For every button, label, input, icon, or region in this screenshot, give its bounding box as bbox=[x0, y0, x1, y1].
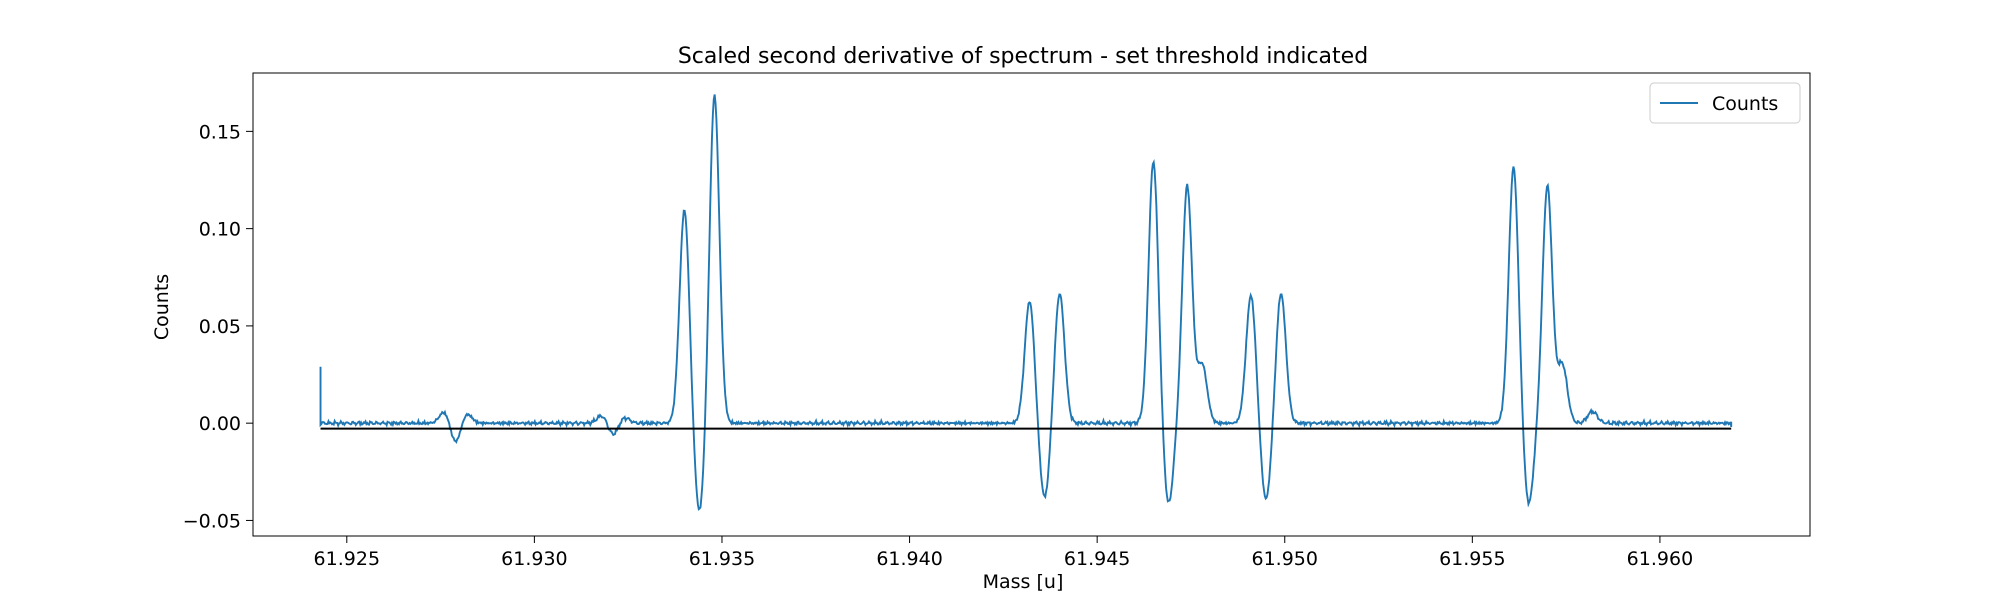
legend-label-counts: Counts bbox=[1712, 93, 1778, 115]
series-layer bbox=[319, 94, 1733, 511]
y-tick-label: 0.15 bbox=[199, 121, 241, 143]
y-tick-label: −0.05 bbox=[183, 510, 241, 532]
chart-title: Scaled second derivative of spectrum - s… bbox=[678, 44, 1368, 69]
series-line-counts bbox=[319, 94, 1733, 511]
x-axis-label: Mass [u] bbox=[983, 571, 1064, 593]
x-tick-label: 61.960 bbox=[1627, 548, 1693, 570]
legend: Counts bbox=[1649, 82, 1801, 124]
axes-layer: 61.925 61.930 61.935 61.940 61.945 61.950 61.9… bbox=[183, 72, 1811, 570]
plot-frame bbox=[252, 72, 1811, 537]
x-tick-label: 61.950 bbox=[1252, 548, 1318, 570]
y-axis-label: Counts bbox=[151, 274, 173, 340]
y-tick-label: 0.10 bbox=[199, 219, 241, 241]
x-tick-label: 61.945 bbox=[1064, 548, 1130, 570]
legend-box bbox=[1649, 82, 1801, 124]
x-tick-label: 61.930 bbox=[501, 548, 567, 570]
y-tick-label: 0.05 bbox=[199, 316, 241, 338]
y-tick-label: 0.00 bbox=[199, 413, 241, 435]
x-tick-label: 61.955 bbox=[1439, 548, 1505, 570]
x-tick-label: 61.925 bbox=[314, 548, 380, 570]
x-tick-label: 61.940 bbox=[876, 548, 942, 570]
x-tick-label: 61.935 bbox=[689, 548, 755, 570]
